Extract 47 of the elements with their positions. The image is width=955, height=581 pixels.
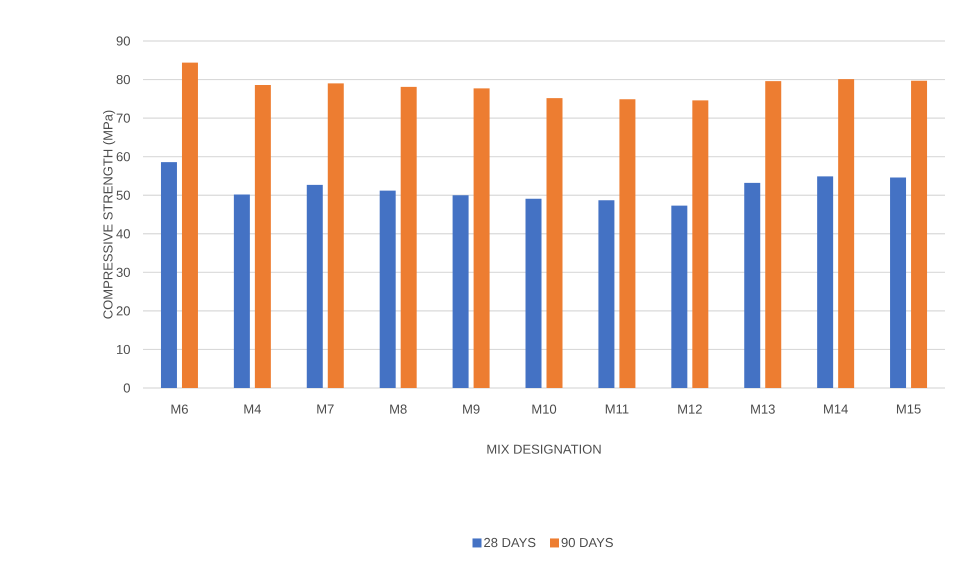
bar bbox=[526, 198, 542, 388]
y-tick-label: 50 bbox=[116, 190, 130, 200]
bar bbox=[400, 86, 417, 388]
y-tick-label: 90 bbox=[116, 36, 130, 46]
bar bbox=[911, 80, 928, 388]
bar bbox=[765, 81, 782, 388]
x-tick-label: M15 bbox=[896, 404, 921, 414]
y-tick-label: 0 bbox=[124, 383, 130, 393]
bar bbox=[692, 100, 708, 388]
x-tick-label: M11 bbox=[606, 404, 628, 414]
y-tick-label: 60 bbox=[116, 152, 130, 162]
bar bbox=[306, 184, 323, 388]
bar bbox=[328, 83, 344, 388]
y-tick-label: 10 bbox=[116, 344, 130, 354]
x-tick-label: M7 bbox=[317, 404, 334, 414]
bar bbox=[744, 182, 760, 388]
x-tick-label: M4 bbox=[244, 404, 262, 414]
bar bbox=[838, 79, 854, 388]
x-tick-label: M9 bbox=[463, 404, 480, 414]
bar bbox=[452, 195, 469, 388]
legend-label: 28 DAYS bbox=[484, 538, 536, 548]
x-axis-title: MIX DESIGNATION bbox=[487, 444, 601, 454]
bar bbox=[234, 194, 250, 388]
bar bbox=[817, 176, 834, 388]
x-tick-label: M14 bbox=[824, 404, 848, 414]
bar bbox=[546, 98, 563, 388]
bar bbox=[619, 99, 636, 388]
bar bbox=[160, 162, 177, 388]
y-tick-label: 70 bbox=[116, 114, 130, 123]
x-tick-label: M10 bbox=[532, 404, 556, 414]
x-tick-label: M13 bbox=[751, 404, 775, 414]
y-tick-label: 20 bbox=[116, 306, 130, 316]
bar bbox=[474, 88, 490, 388]
bar bbox=[380, 190, 396, 388]
bar bbox=[254, 84, 271, 388]
y-axis-title: COMPRESSIVE STRENGTH (MPa) bbox=[103, 110, 116, 319]
y-tick-label: 30 bbox=[116, 268, 130, 277]
x-tick-label: M8 bbox=[390, 404, 407, 414]
bar bbox=[890, 177, 906, 388]
bar bbox=[671, 206, 688, 388]
bar bbox=[598, 200, 614, 388]
legend-label: 90 DAYS bbox=[562, 538, 613, 548]
y-tick-label: 40 bbox=[116, 229, 130, 238]
x-tick-label: M12 bbox=[678, 404, 702, 414]
bar bbox=[182, 62, 198, 388]
y-tick-label: 80 bbox=[116, 74, 130, 84]
x-tick-label: M6 bbox=[171, 404, 188, 414]
